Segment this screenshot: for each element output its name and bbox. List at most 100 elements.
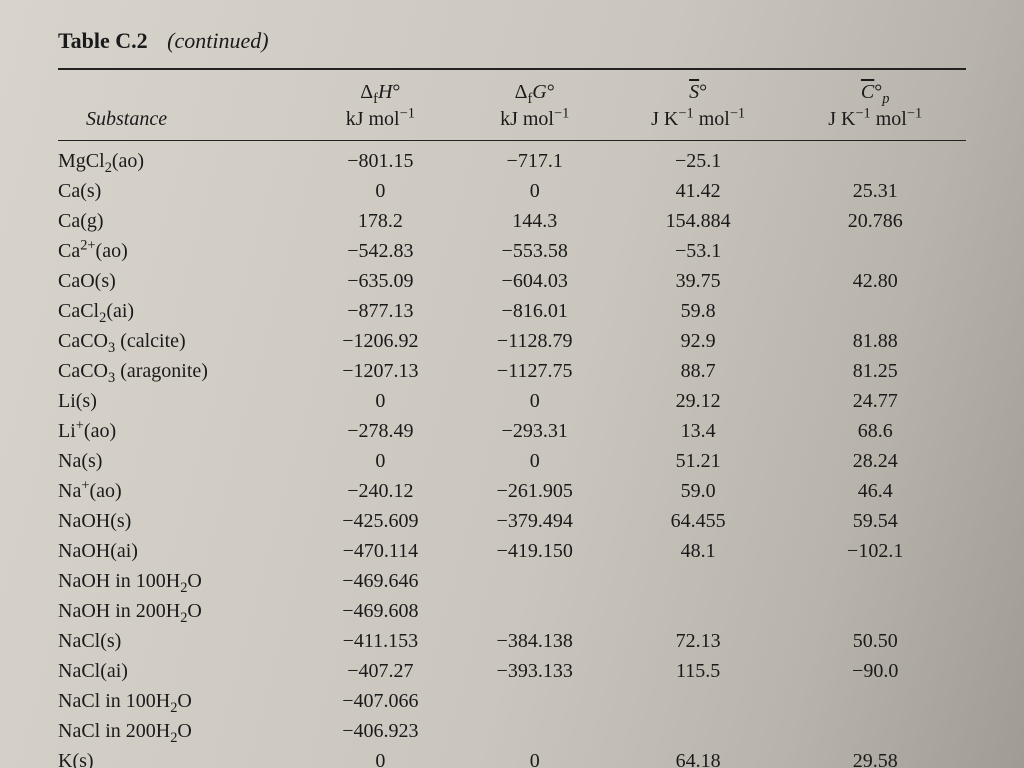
S-cell [612,597,785,627]
S-cell: 59.0 [612,477,785,507]
S-cell [612,687,785,717]
col-header-dG-symbol: ΔfG° [458,70,612,107]
Cp-cell [784,567,966,597]
dH-cell: 178.2 [303,207,457,237]
dH-cell: −411.153 [303,627,457,657]
dH-cell: −1206.92 [303,327,457,357]
dG-cell: 0 [458,177,612,207]
dG-cell [458,687,612,717]
table-row: NaOH(s)−425.609−379.49464.45559.54 [58,507,966,537]
col-header-dH-unit: kJ mol−1 [303,107,457,141]
table-row: Li+(ao)−278.49−293.3113.468.6 [58,417,966,447]
S-cell: 29.12 [612,387,785,417]
S-cell: 72.13 [612,627,785,657]
table-body: MgCl2(ao)−801.15−717.1−25.1Ca(s)0041.422… [58,141,966,768]
table-row: Ca2+(ao)−542.83−553.58−53.1 [58,237,966,267]
S-cell: 64.455 [612,507,785,537]
dG-cell: −816.01 [458,297,612,327]
table-row: NaOH(ai)−470.114−419.15048.1−102.1 [58,537,966,567]
Cp-cell: 20.786 [784,207,966,237]
Cp-cell: 68.6 [784,417,966,447]
dG-cell: −1127.75 [458,357,612,387]
dH-cell: −801.15 [303,141,457,177]
table-row: NaOH in 200H2O−469.608 [58,597,966,627]
dH-cell: −240.12 [303,477,457,507]
Cp-cell: 50.50 [784,627,966,657]
Cp-cell: −102.1 [784,537,966,567]
col-header-dH-symbol: ΔfH° [303,70,457,107]
table-row: CaCO3 (aragonite)−1207.13−1127.7588.781.… [58,357,966,387]
substance-cell: NaCl in 100H2O [58,687,303,717]
S-cell: 92.9 [612,327,785,357]
dH-cell: −542.83 [303,237,457,267]
page: Table C.2 (continued) ΔfH° ΔfG° S° C°p S… [0,0,1024,768]
dH-cell: −470.114 [303,537,457,567]
substance-cell: NaOH(ai) [58,537,303,567]
dG-cell [458,597,612,627]
Cp-cell: 24.77 [784,387,966,417]
substance-cell: CaO(s) [58,267,303,297]
substance-cell: Na(s) [58,447,303,477]
dG-cell: −261.905 [458,477,612,507]
dG-cell: −419.150 [458,537,612,567]
table-row: MgCl2(ao)−801.15−717.1−25.1 [58,141,966,177]
table-row: Li(s)0029.1224.77 [58,387,966,417]
Cp-cell [784,687,966,717]
dG-cell [458,567,612,597]
S-cell: −25.1 [612,141,785,177]
dG-cell: −384.138 [458,627,612,657]
substance-cell: NaCl in 200H2O [58,717,303,747]
table-head: ΔfH° ΔfG° S° C°p Substance kJ mol−1 kJ m… [58,70,966,141]
dG-cell: −604.03 [458,267,612,297]
S-cell: 154.884 [612,207,785,237]
substance-cell: NaOH in 200H2O [58,597,303,627]
Cp-cell: 81.25 [784,357,966,387]
substance-cell: Na+(ao) [58,477,303,507]
S-cell [612,717,785,747]
table-row: K(s)0064.1829.58 [58,747,966,768]
substance-cell: NaCl(s) [58,627,303,657]
table-row: NaOH in 100H2O−469.646 [58,567,966,597]
dG-cell: −1128.79 [458,327,612,357]
S-cell: 41.42 [612,177,785,207]
table-row: CaO(s)−635.09−604.0339.7542.80 [58,267,966,297]
substance-cell: Ca(s) [58,177,303,207]
Cp-cell: 25.31 [784,177,966,207]
col-header-S-unit: J K−1 mol−1 [612,107,785,141]
dG-cell: −293.31 [458,417,612,447]
table-row: Na+(ao)−240.12−261.90559.046.4 [58,477,966,507]
Cp-cell: 29.58 [784,747,966,768]
substance-cell: CaCO3 (aragonite) [58,357,303,387]
col-header-Cp-symbol: C°p [784,70,966,107]
dH-cell: −635.09 [303,267,457,297]
col-header-dG-unit: kJ mol−1 [458,107,612,141]
dG-cell: −393.133 [458,657,612,687]
substance-cell: Li(s) [58,387,303,417]
S-cell: 88.7 [612,357,785,387]
dH-cell: −469.646 [303,567,457,597]
dH-cell: −425.609 [303,507,457,537]
Cp-cell: −90.0 [784,657,966,687]
S-cell: 64.18 [612,747,785,768]
substance-cell: Ca2+(ao) [58,237,303,267]
table-caption: Table C.2 (continued) [58,28,966,54]
dH-cell: −1207.13 [303,357,457,387]
dH-cell: −469.608 [303,597,457,627]
dG-cell: −717.1 [458,141,612,177]
table-row: Ca(g)178.2144.3154.88420.786 [58,207,966,237]
Cp-cell [784,141,966,177]
substance-cell: CaCO3 (calcite) [58,327,303,357]
Cp-cell [784,237,966,267]
S-cell: 48.1 [612,537,785,567]
substance-cell: CaCl2(ai) [58,297,303,327]
Cp-cell [784,597,966,627]
S-cell: 13.4 [612,417,785,447]
Cp-cell [784,297,966,327]
substance-cell: Ca(g) [58,207,303,237]
dG-cell: −553.58 [458,237,612,267]
substance-cell: Li+(ao) [58,417,303,447]
dH-cell: 0 [303,387,457,417]
Cp-cell [784,717,966,747]
dH-cell: −407.27 [303,657,457,687]
table-row: NaCl(ai)−407.27−393.133115.5−90.0 [58,657,966,687]
